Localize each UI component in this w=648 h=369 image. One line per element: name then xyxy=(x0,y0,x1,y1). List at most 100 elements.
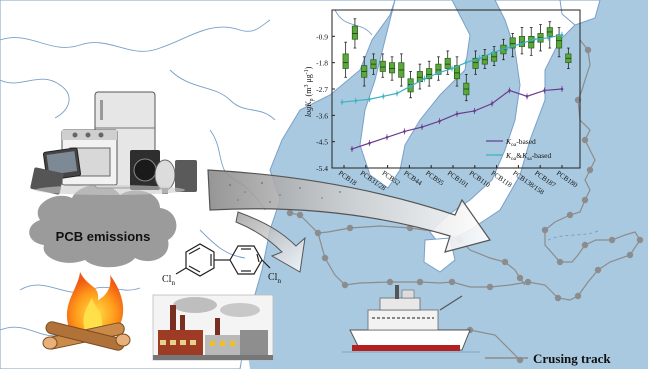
series-point xyxy=(491,51,495,54)
x-tick-label: PCB118 xyxy=(489,169,513,189)
x-tick-label: PCB180 xyxy=(555,169,579,189)
factory-icon xyxy=(152,294,274,361)
legend-label-part: K xyxy=(505,137,512,146)
emissions-cloud xyxy=(29,184,177,268)
series-point xyxy=(381,95,385,98)
series-point xyxy=(450,67,454,70)
y-axis-label-part: -1 xyxy=(304,69,310,74)
box-iqr xyxy=(444,57,451,69)
chart-boxes xyxy=(342,18,572,102)
box-iqr xyxy=(556,34,563,49)
campfire-icon xyxy=(42,272,131,351)
series-point xyxy=(409,84,413,88)
series-point xyxy=(395,92,399,95)
series-point xyxy=(533,37,536,41)
y-axis-label-part: ) xyxy=(304,66,313,69)
cl-left-label: Cln xyxy=(162,274,175,287)
series-point xyxy=(525,95,529,98)
province-borders xyxy=(0,9,373,337)
legend-label-part: & xyxy=(516,151,522,160)
chart-ylabel: logKp (m3 μg-1) xyxy=(304,66,315,117)
y-tick-label: -3.6 xyxy=(316,111,328,120)
box-iqr xyxy=(509,37,516,49)
box-iqr xyxy=(351,25,358,40)
chart-yticks: -0.9 -1.8 -2.7 -3.6 -4.5 -5.4 xyxy=(316,32,335,173)
series-point xyxy=(508,89,511,92)
cruise-track-legend: Crusing track xyxy=(485,351,611,366)
series-point xyxy=(464,61,468,64)
y-axis-label: logKp (m3 μg-1) xyxy=(304,66,315,117)
y-tick-label: -4.5 xyxy=(316,138,328,147)
box-iqr xyxy=(518,35,526,47)
ewaste-appliances-icon xyxy=(30,91,197,195)
series-point xyxy=(350,147,354,151)
y-axis-label-part: logK xyxy=(304,101,313,117)
series-point xyxy=(546,36,550,40)
series-point xyxy=(368,141,371,145)
legend-label: Koa-based xyxy=(505,137,536,148)
series-point xyxy=(423,77,426,81)
y-tick-label: -1.8 xyxy=(316,59,328,68)
x-tick-label: PCB110 xyxy=(468,169,492,189)
series-point xyxy=(403,130,406,133)
legend-label-part: -based xyxy=(516,137,536,146)
biphenyl-structure xyxy=(175,243,271,277)
legend-label: Koa&Ksa-based xyxy=(505,151,551,162)
legend-label-part: K xyxy=(521,151,528,160)
box-iqr xyxy=(426,68,433,80)
series-point xyxy=(455,112,459,116)
series-point xyxy=(505,46,509,50)
series-point xyxy=(420,125,424,129)
research-vessel-icon xyxy=(342,285,480,353)
box-iqr xyxy=(472,57,479,69)
arrow-particles xyxy=(228,181,341,203)
x-tick-label: PCB44 xyxy=(402,169,424,187)
series-point xyxy=(438,119,441,123)
series-point xyxy=(560,33,564,37)
series-point xyxy=(368,97,371,101)
y-tick-label: -5.4 xyxy=(316,164,328,173)
series-point xyxy=(436,71,440,75)
box-iqr xyxy=(379,60,386,72)
sea-area xyxy=(240,0,648,369)
legend-label-part: -based xyxy=(532,151,552,160)
series-point xyxy=(473,109,476,113)
series-point xyxy=(478,56,481,60)
series-point xyxy=(340,100,344,104)
series-point xyxy=(490,102,494,105)
x-tick-label: PCB95 xyxy=(424,169,446,187)
x-tick-label: PCB18 xyxy=(337,169,359,187)
legend-label-part: oa xyxy=(511,156,517,162)
deposition-arrow xyxy=(235,211,306,273)
track-legend-label: Crusing track xyxy=(533,351,611,366)
korea-peninsula xyxy=(359,0,471,189)
chart-lines xyxy=(340,31,564,152)
series-point xyxy=(519,42,523,45)
y-tick-label: -2.7 xyxy=(316,85,328,94)
series-point xyxy=(543,89,546,92)
series-point xyxy=(560,87,564,91)
transport-arrow xyxy=(207,169,491,253)
box-iqr xyxy=(453,65,461,80)
y-tick-label: -0.9 xyxy=(316,32,328,41)
y-axis-label-part: p xyxy=(309,98,315,101)
y-axis-label-part: 3 xyxy=(304,85,310,88)
y-axis-label-part: (m xyxy=(304,87,313,99)
legend-label-part: K xyxy=(505,151,512,160)
box-iqr xyxy=(388,62,396,74)
series-point xyxy=(354,99,358,103)
series-point xyxy=(385,135,389,139)
x-tick-label: PCB101 xyxy=(446,169,470,189)
box-iqr xyxy=(342,53,349,69)
emissions-label: PCB emissions xyxy=(56,229,151,244)
legend-label-part: oa xyxy=(511,142,517,148)
cl-right-label: Cln xyxy=(268,272,281,285)
y-axis-label-part: μg xyxy=(304,74,313,84)
legend-label-part: sa xyxy=(527,156,532,162)
trench-dash xyxy=(547,229,601,241)
